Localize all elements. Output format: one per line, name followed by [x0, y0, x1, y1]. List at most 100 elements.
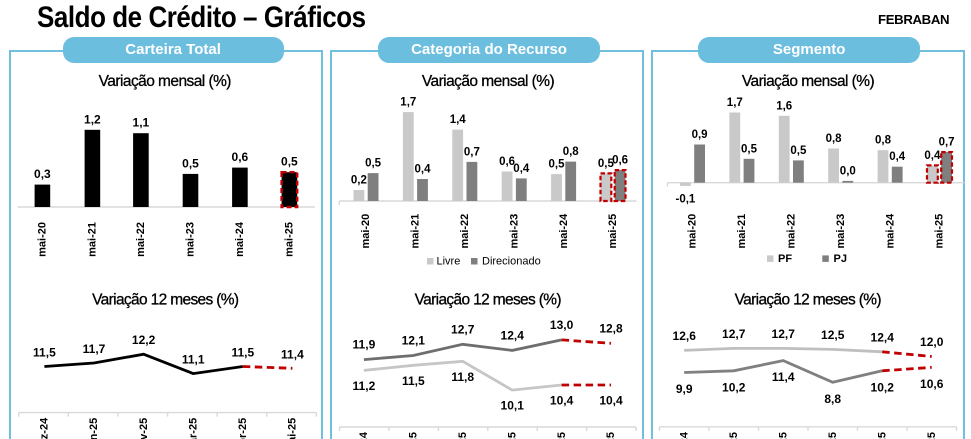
svg-text:11,5: 11,5	[402, 374, 425, 388]
svg-text:11,9: 11,9	[353, 338, 376, 352]
svg-text:12,0: 12,0	[920, 335, 944, 349]
svg-text:mai-22: mai-22	[786, 214, 798, 249]
svg-text:1,2: 1,2	[84, 112, 101, 126]
svg-text:mai-25: mai-25	[926, 432, 938, 439]
svg-text:-0,1: -0,1	[675, 193, 695, 205]
svg-text:dez-24: dez-24	[678, 431, 690, 439]
svg-text:Variação mensal (%): Variação mensal (%)	[742, 73, 875, 90]
svg-text:mai-25: mai-25	[605, 432, 617, 439]
svg-text:12,7: 12,7	[722, 327, 746, 341]
svg-text:0,5: 0,5	[182, 156, 199, 170]
svg-text:mai-25: mai-25	[934, 214, 946, 249]
svg-text:11,4: 11,4	[772, 370, 795, 384]
svg-text:mai-24: mai-24	[884, 213, 896, 249]
svg-text:mai-25: mai-25	[607, 214, 619, 249]
svg-text:abr-25: abr-25	[556, 432, 568, 439]
svg-text:mai-23: mai-23	[835, 214, 847, 249]
svg-text:fev-25: fev-25	[457, 432, 469, 439]
svg-text:0,6: 0,6	[232, 150, 249, 164]
svg-text:0,5: 0,5	[598, 158, 615, 170]
svg-text:dez-24: dez-24	[39, 417, 51, 439]
svg-text:Variação 12 meses (%): Variação 12 meses (%)	[415, 292, 562, 309]
svg-text:abr-25: abr-25	[237, 418, 249, 439]
svg-text:Variação mensal (%): Variação mensal (%)	[422, 73, 555, 90]
svg-text:0,8: 0,8	[563, 146, 580, 158]
svg-text:0,9: 0,9	[692, 129, 708, 141]
svg-text:1,7: 1,7	[400, 97, 416, 109]
svg-text:11,8: 11,8	[451, 370, 474, 384]
svg-text:abr-25: abr-25	[876, 432, 888, 439]
svg-text:10,4: 10,4	[550, 394, 574, 408]
svg-text:0,4: 0,4	[513, 163, 530, 175]
svg-text:11,5: 11,5	[33, 346, 56, 360]
svg-text:jan-25: jan-25	[408, 432, 420, 439]
svg-text:PJ: PJ	[834, 253, 847, 265]
svg-text:1,7: 1,7	[727, 97, 743, 109]
svg-text:11,4: 11,4	[281, 347, 304, 361]
svg-text:mar-25: mar-25	[827, 432, 839, 439]
svg-text:1,6: 1,6	[776, 100, 792, 112]
svg-text:0,5: 0,5	[741, 143, 758, 155]
svg-text:1,1: 1,1	[133, 116, 150, 130]
svg-text:0,5: 0,5	[365, 158, 382, 170]
svg-text:0,7: 0,7	[464, 146, 480, 158]
svg-text:fev-25: fev-25	[777, 432, 789, 439]
svg-text:mai-22: mai-22	[135, 222, 147, 257]
svg-text:PF: PF	[778, 253, 792, 265]
svg-text:jan-25: jan-25	[728, 432, 740, 439]
svg-text:0,8: 0,8	[875, 135, 892, 147]
svg-text:mai-20: mai-20	[360, 214, 372, 249]
svg-text:Variação mensal (%): Variação mensal (%)	[99, 73, 232, 90]
svg-text:fev-25: fev-25	[138, 418, 150, 439]
svg-text:mai-23: mai-23	[185, 222, 197, 257]
svg-text:11,1: 11,1	[182, 353, 205, 367]
svg-text:12,5: 12,5	[821, 328, 845, 342]
svg-text:dez-24: dez-24	[358, 431, 370, 439]
svg-text:Direcionado: Direcionado	[482, 255, 541, 267]
svg-text:1,4: 1,4	[450, 114, 467, 126]
svg-text:mai-21: mai-21	[410, 214, 422, 249]
svg-text:0,5: 0,5	[790, 145, 807, 157]
svg-text:10,2: 10,2	[871, 380, 895, 394]
svg-text:Livre: Livre	[437, 255, 461, 267]
svg-text:10,2: 10,2	[722, 380, 746, 394]
svg-text:12,4: 12,4	[501, 328, 525, 342]
svg-text:12,8: 12,8	[599, 321, 623, 335]
svg-text:9,9: 9,9	[676, 382, 693, 396]
svg-text:0,4: 0,4	[889, 151, 906, 163]
svg-text:11,5: 11,5	[231, 346, 254, 360]
svg-text:mai-20: mai-20	[687, 214, 699, 249]
svg-text:Variação 12 meses (%): Variação 12 meses (%)	[735, 292, 882, 309]
svg-text:8,8: 8,8	[824, 392, 841, 406]
svg-text:mai-21: mai-21	[87, 222, 99, 257]
svg-text:mai-24: mai-24	[234, 221, 246, 257]
svg-text:0,5: 0,5	[281, 155, 298, 169]
svg-text:12,4: 12,4	[871, 330, 895, 344]
svg-text:mai-25: mai-25	[284, 222, 296, 257]
svg-text:12,7: 12,7	[772, 327, 796, 341]
svg-text:12,6: 12,6	[673, 329, 697, 343]
svg-text:12,7: 12,7	[451, 322, 475, 336]
svg-text:0,0: 0,0	[840, 165, 856, 177]
svg-text:mai-21: mai-21	[736, 214, 748, 249]
svg-text:10,1: 10,1	[501, 399, 525, 413]
svg-text:12,2: 12,2	[132, 333, 156, 347]
svg-text:mai-25: mai-25	[287, 418, 299, 439]
svg-text:jan-25: jan-25	[88, 418, 100, 439]
svg-text:0,5: 0,5	[549, 159, 566, 171]
svg-text:12,1: 12,1	[402, 334, 426, 348]
svg-text:0,4: 0,4	[415, 164, 432, 176]
svg-text:mai-20: mai-20	[37, 222, 49, 257]
svg-text:0,6: 0,6	[612, 155, 628, 167]
svg-text:mar-25: mar-25	[506, 432, 518, 439]
svg-text:11,7: 11,7	[83, 342, 106, 356]
svg-text:Variação 12 meses (%): Variação 12 meses (%)	[92, 292, 239, 309]
svg-text:0,8: 0,8	[826, 133, 843, 145]
svg-text:10,6: 10,6	[920, 377, 944, 391]
svg-text:mar-25: mar-25	[187, 418, 199, 439]
svg-text:13,0: 13,0	[550, 318, 574, 332]
svg-text:mai-23: mai-23	[508, 214, 520, 249]
svg-text:11,2: 11,2	[353, 379, 376, 393]
svg-text:0,7: 0,7	[939, 137, 955, 149]
svg-text:mai-24: mai-24	[558, 213, 570, 249]
